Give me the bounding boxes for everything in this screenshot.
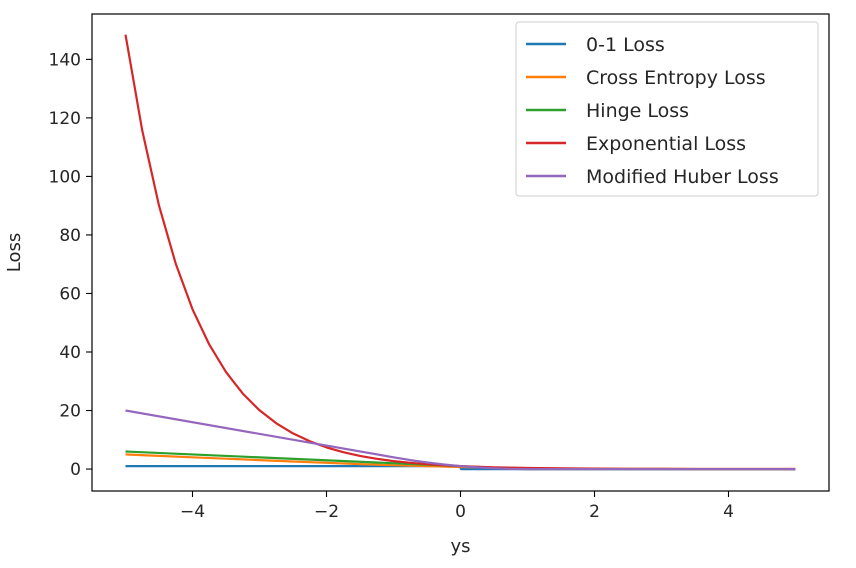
- x-tick-label: 0: [455, 502, 466, 522]
- x-tick-label: 2: [589, 502, 600, 522]
- plot-lines: [124, 34, 796, 471]
- y-tick-label: 40: [59, 343, 81, 363]
- legend-label-2: Hinge Loss: [586, 100, 689, 122]
- x-tick-label: −4: [180, 502, 205, 522]
- x-axis-ticks: −4 −2 0 2 4: [180, 491, 734, 522]
- y-tick-label: 60: [59, 284, 81, 304]
- legend-label-0: 0-1 Loss: [586, 34, 665, 56]
- legend-label-4: Modified Huber Loss: [586, 166, 779, 188]
- y-axis-label: Loss: [4, 233, 25, 272]
- x-tick-label: −2: [314, 502, 339, 522]
- y-tick-label: 80: [59, 226, 81, 246]
- y-tick-label: 0: [70, 460, 81, 480]
- x-axis-label: ys: [450, 536, 470, 557]
- legend: 0-1 Loss Cross Entropy Loss Hinge Loss Expo…: [515, 21, 819, 197]
- legend-box: [515, 21, 819, 197]
- y-tick-label: 100: [49, 167, 81, 187]
- legend-label-1: Cross Entropy Loss: [586, 67, 766, 89]
- y-tick-label: 120: [49, 109, 81, 129]
- legend-label-3: Exponential Loss: [586, 133, 746, 155]
- x-tick-label: 4: [723, 502, 734, 522]
- y-axis-ticks: 0 20 40 60 80 100 120 140: [49, 50, 92, 480]
- series-line-4: [125, 409, 796, 471]
- y-tick-label: 20: [59, 402, 81, 422]
- y-tick-label: 140: [49, 50, 81, 70]
